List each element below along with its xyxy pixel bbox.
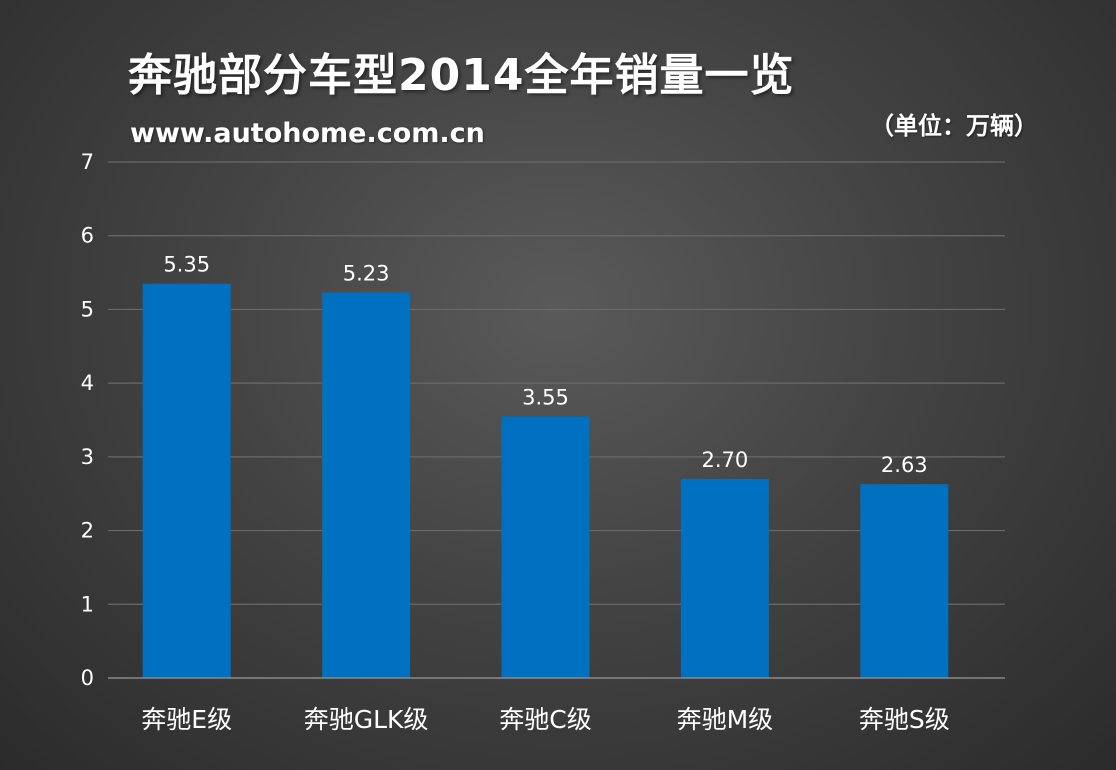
bar	[860, 484, 949, 678]
data-label: 5.23	[343, 261, 390, 285]
bar	[142, 283, 231, 678]
data-label: 3.55	[522, 385, 569, 409]
gridlines	[108, 161, 1005, 605]
bars	[142, 283, 949, 678]
x-tick-label: 奔驰E级	[141, 705, 232, 734]
value-labels: 5.35 5.23 3.55 2.70 2.63	[163, 253, 927, 478]
y-tick-label: 3	[81, 445, 94, 469]
source-url: www.autohome.com.cn	[130, 118, 485, 149]
x-tick-label: 奔驰GLK级	[304, 705, 429, 734]
bar	[680, 478, 769, 678]
bar	[322, 292, 411, 678]
category-labels: 奔驰E级 奔驰GLK级 奔驰C级 奔驰M级 奔驰S级	[141, 705, 949, 734]
y-tick-label: 4	[81, 371, 94, 395]
y-tick-label: 1	[81, 592, 94, 616]
data-label: 2.70	[702, 448, 749, 472]
data-label: 5.35	[163, 253, 210, 277]
y-tick-label: 7	[81, 150, 94, 174]
x-tick-label: 奔驰C级	[499, 705, 591, 734]
y-tick-label: 0	[81, 666, 94, 690]
y-tick-label: 2	[81, 519, 94, 543]
y-axis-ticks: 0 1 2 3 4 5 6 7	[81, 150, 94, 690]
unit-label: （单位：万辆）	[870, 112, 1038, 140]
y-tick-label: 5	[81, 297, 94, 321]
x-tick-label: 奔驰M级	[677, 705, 774, 734]
y-tick-label: 6	[81, 224, 94, 248]
x-tick-label: 奔驰S级	[859, 705, 950, 734]
data-label: 2.63	[881, 453, 928, 477]
bar	[501, 416, 590, 678]
chart-title: 奔驰部分车型2014全年销量一览	[128, 50, 795, 101]
